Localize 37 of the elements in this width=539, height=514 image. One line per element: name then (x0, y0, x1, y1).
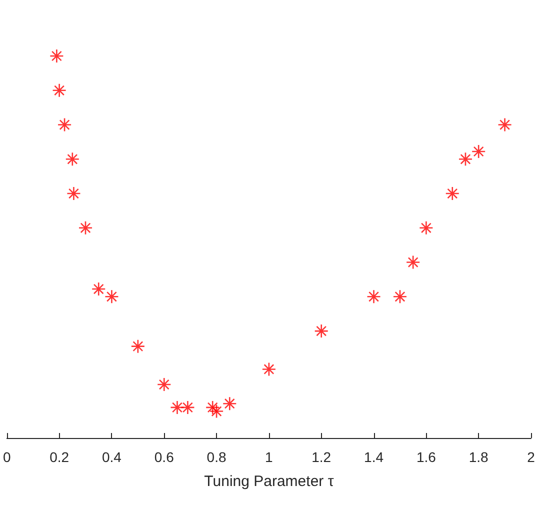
x-tick-label: 0.4 (102, 449, 122, 465)
point (498, 118, 512, 132)
point (52, 83, 66, 98)
point (156, 377, 172, 392)
point (91, 282, 106, 296)
x-axis-title: Tuning Parameter τ (204, 473, 334, 490)
point (314, 324, 329, 338)
point (471, 144, 486, 159)
point (406, 255, 420, 270)
point (57, 118, 72, 132)
point (78, 220, 93, 236)
point (366, 290, 381, 304)
point (458, 152, 473, 166)
point (50, 48, 64, 64)
point (262, 362, 276, 376)
x-tick-label: 1.4 (364, 449, 384, 465)
x-tick-label: 1.8 (468, 449, 489, 465)
x-tick-label: 1.6 (416, 449, 436, 465)
point (180, 400, 195, 415)
point (170, 400, 184, 415)
point (209, 404, 224, 418)
x-tick-label: 1.2 (312, 449, 332, 465)
point (445, 186, 460, 201)
x-tick-label: 0.6 (154, 449, 174, 465)
x-tick-label: 0.2 (50, 449, 70, 465)
x-tick-label: 0 (2, 449, 11, 465)
point (130, 339, 146, 354)
point (205, 400, 220, 415)
point (66, 186, 81, 201)
point (419, 220, 434, 236)
point (65, 152, 80, 166)
point (222, 396, 237, 411)
x-tick-label: 2 (527, 449, 536, 465)
x-tick-label: 0.8 (206, 449, 226, 465)
point (104, 290, 119, 304)
x-tick-label: 1 (265, 449, 274, 465)
point (392, 290, 408, 304)
